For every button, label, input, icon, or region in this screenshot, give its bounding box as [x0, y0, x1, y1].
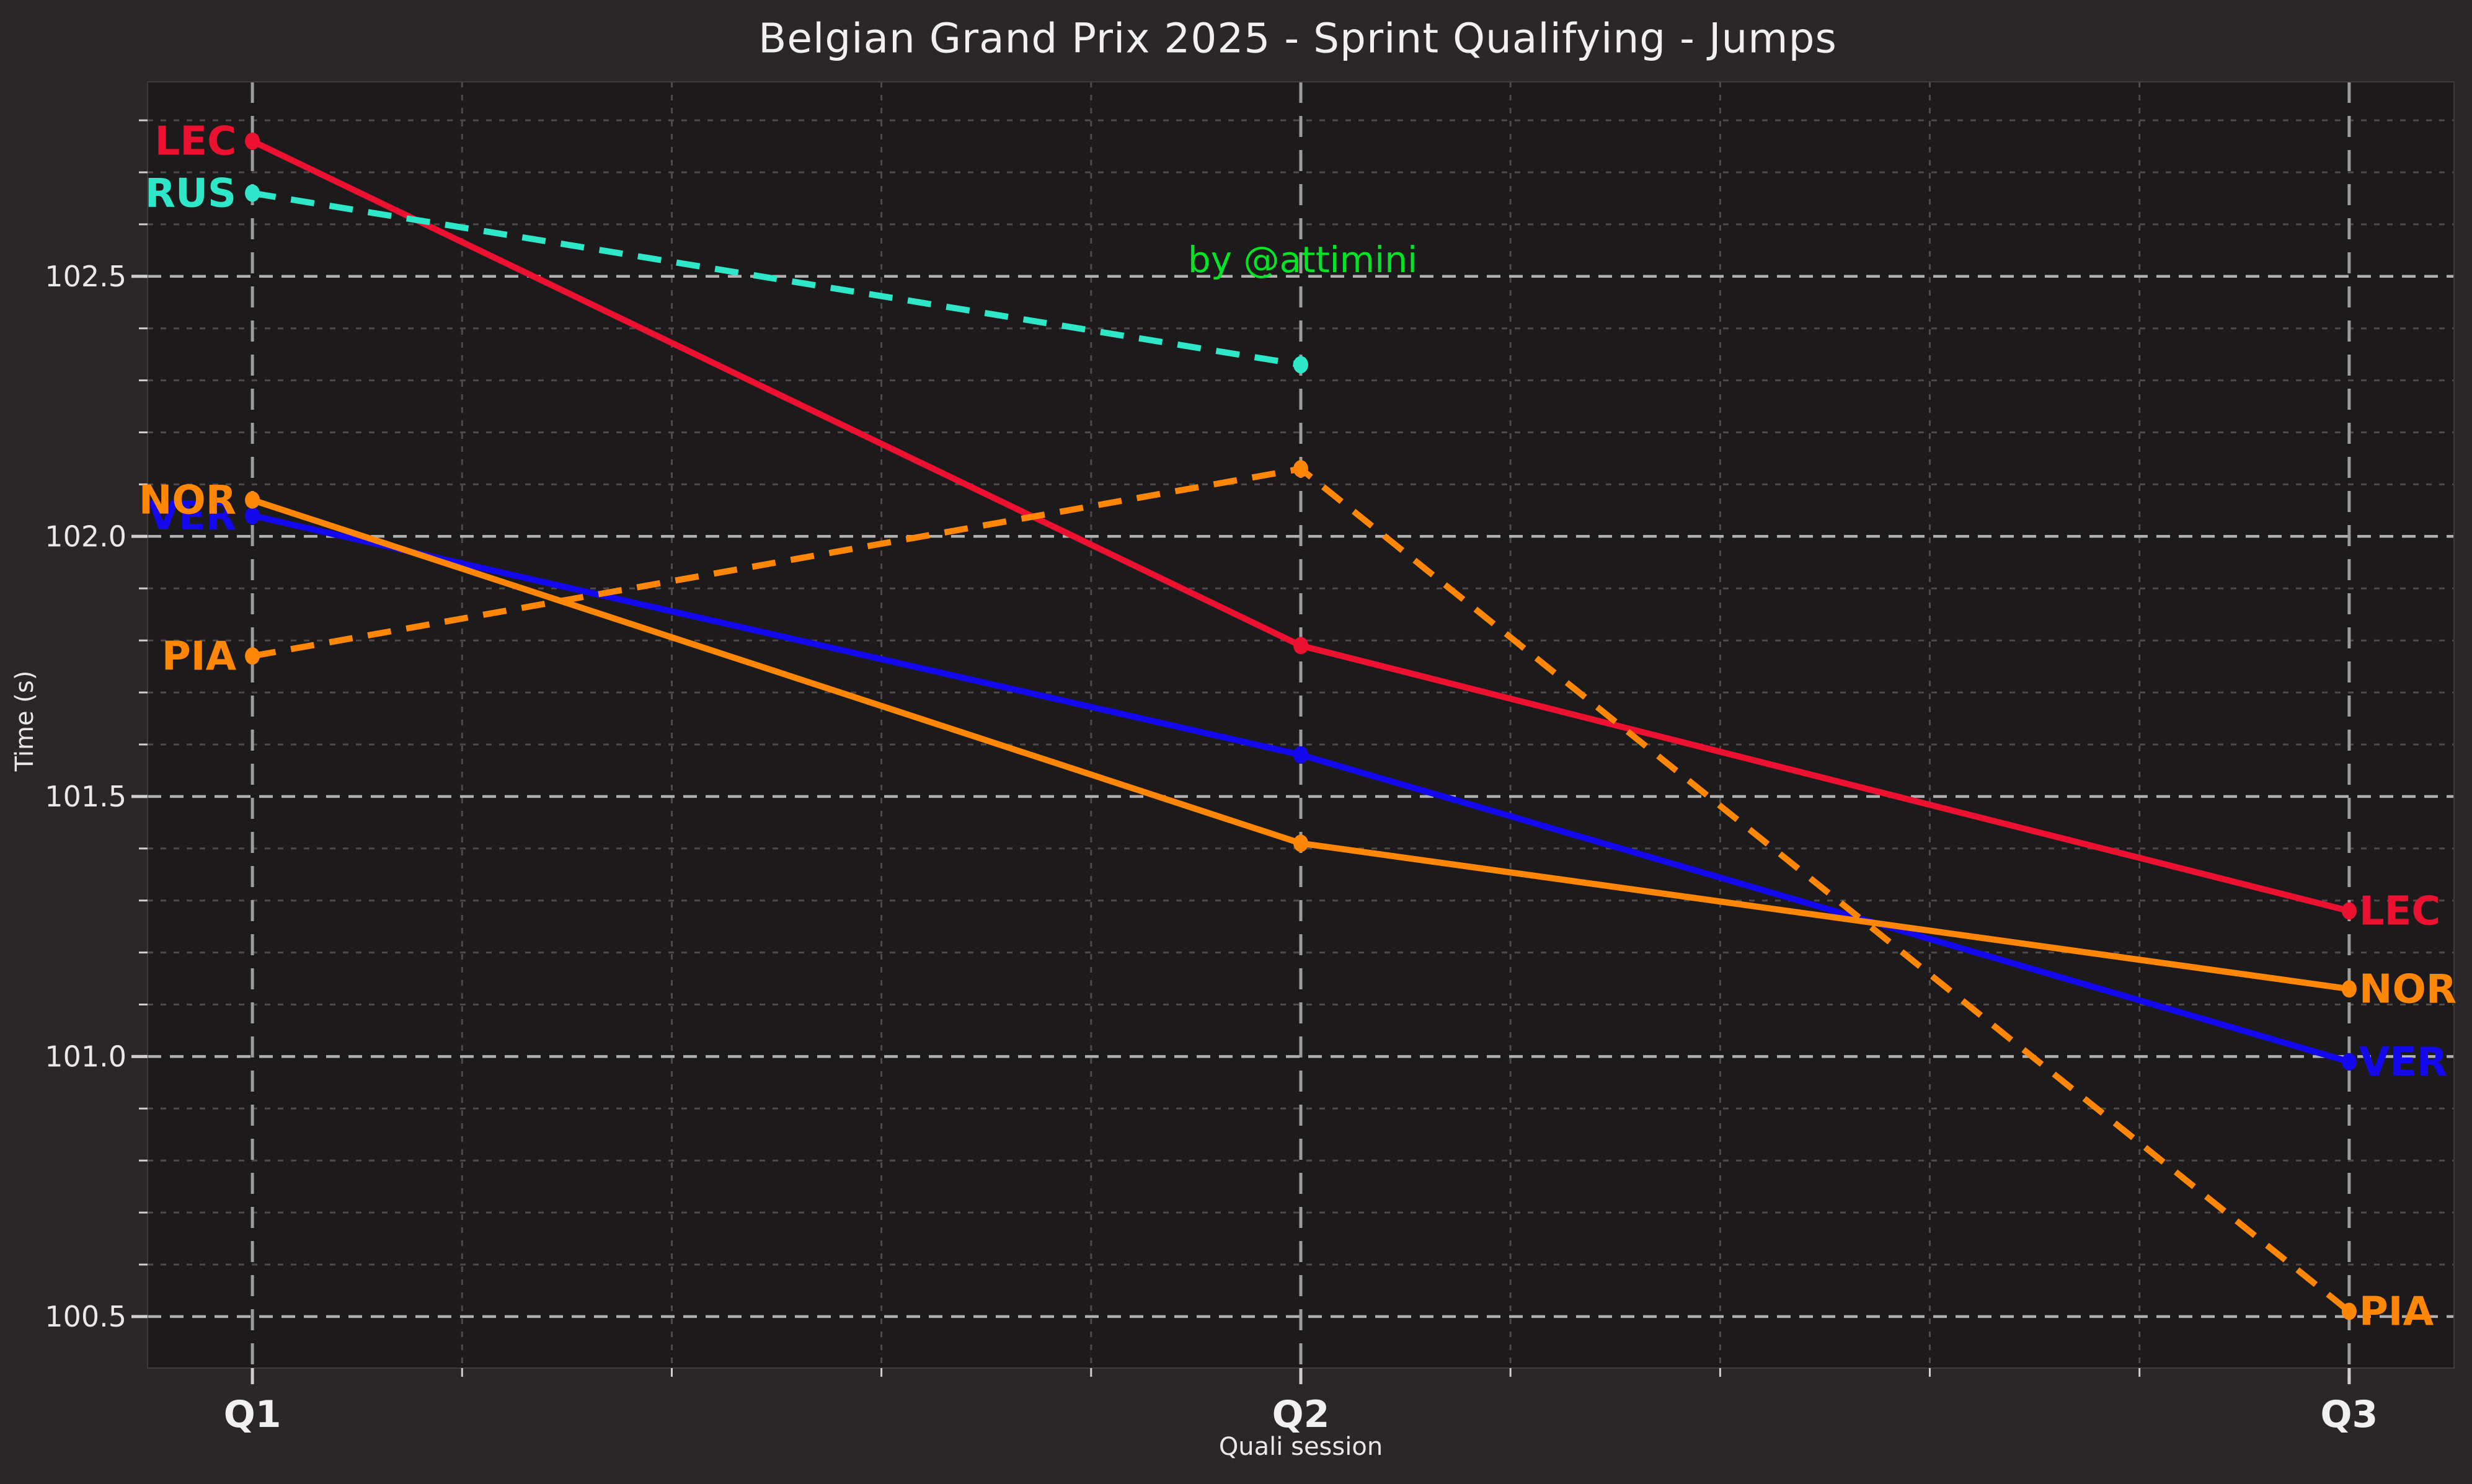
data-point-RUS [1293, 356, 1308, 374]
svg-text:102.5: 102.5 [45, 260, 126, 293]
data-point-NOR [1293, 834, 1308, 852]
x-axis-title: Quali session [1218, 1433, 1383, 1461]
svg-text:Q2: Q2 [1272, 1393, 1330, 1436]
driver-label-LEC-start: LEC [155, 119, 236, 165]
data-point-LEC [1293, 637, 1308, 655]
driver-label-NOR-end: NOR [2359, 966, 2456, 1012]
svg-text:101.0: 101.0 [45, 1040, 126, 1073]
minor-gridlines [148, 82, 2454, 1368]
svg-text:Q1: Q1 [224, 1393, 281, 1436]
y-tick-labels: 100.5 101.0 101.5 102.0 102.5 [45, 260, 126, 1333]
svg-text:101.5: 101.5 [45, 780, 126, 813]
driver-label-RUS-start: RUS [145, 171, 236, 217]
data-point-VER [245, 506, 260, 524]
driver-label-VER-start: VER [148, 493, 237, 539]
x-tick-labels: Q1 Q2 Q3 [224, 1393, 2378, 1436]
data-point-LEC [245, 132, 260, 150]
major-gridlines-x [250, 82, 2351, 1380]
y-axis-title: Time (s) [11, 670, 39, 772]
driver-label-LEC-end: LEC [2359, 889, 2440, 935]
chart-title: Belgian Grand Prix 2025 - Sprint Qualify… [758, 14, 1837, 63]
data-point-PIA [245, 647, 260, 665]
data-point-NOR [245, 491, 260, 509]
svg-text:102.0: 102.0 [45, 519, 126, 553]
series-NOR: NOR NOR [139, 478, 2456, 1013]
watermark-annotation: by @attimini [1187, 239, 1418, 281]
driver-label-NOR-start: NOR [139, 478, 236, 524]
svg-text:Q3: Q3 [2321, 1393, 2378, 1436]
data-point-PIA [1293, 460, 1308, 478]
series-LEC: LEC LEC [155, 119, 2441, 935]
series-RUS: RUS [145, 171, 1308, 374]
axis-ticks [131, 119, 2351, 1384]
data-point-RUS [245, 184, 260, 202]
data-point-VER [1293, 746, 1308, 764]
driver-label-PIA-end: PIA [2359, 1289, 2434, 1335]
driver-label-VER-end: VER [2359, 1040, 2448, 1085]
svg-text:100.5: 100.5 [45, 1300, 126, 1333]
data-point-NOR [2341, 980, 2357, 998]
series-PIA: PIA PIA [162, 460, 2434, 1335]
data-point-LEC [2341, 902, 2357, 920]
data-point-VER [2341, 1053, 2357, 1071]
driver-label-PIA-start: PIA [162, 634, 237, 679]
data-point-PIA [2341, 1302, 2357, 1320]
